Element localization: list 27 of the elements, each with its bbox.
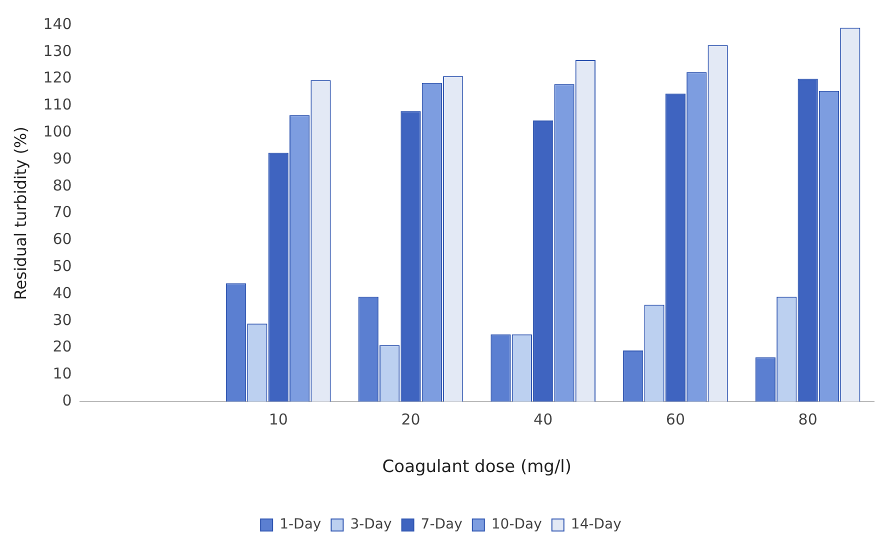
x-tick-label: 60: [666, 410, 686, 428]
y-axis-title: Residual turbidity (%): [10, 126, 30, 300]
x-tick-label: 80: [798, 410, 818, 428]
y-tick-label: 30: [52, 310, 72, 329]
x-tick-label: 10: [268, 410, 288, 428]
y-tick-label: 0: [62, 391, 72, 410]
y-tick-label: 50: [52, 256, 72, 275]
y-tick-label: 60: [52, 230, 72, 248]
legend-label: 7-Day: [420, 516, 462, 533]
legend-label: 3-Day: [350, 516, 392, 533]
x-tick-label: 40: [534, 410, 553, 428]
y-tick-label: 130: [43, 42, 72, 60]
y-tick-label: 90: [52, 149, 72, 168]
legend-label: 1-Day: [280, 516, 322, 533]
y-tick-label: 10: [52, 364, 72, 383]
y-tick-label: 40: [52, 284, 72, 302]
y-tick-label: 20: [52, 338, 72, 356]
x-axis-title: Coagulant dose (mg/l): [382, 457, 572, 478]
x-tick-label: 20: [401, 410, 420, 428]
y-tick-label: 120: [43, 68, 72, 87]
y-tick-label: 80: [52, 176, 72, 194]
y-tick-label: 140: [43, 14, 72, 33]
y-tick-label: 70: [52, 203, 72, 222]
legend-label: 10-Day: [491, 516, 542, 533]
y-tick-label: 100: [43, 122, 72, 140]
y-tick-label: 110: [43, 96, 72, 114]
legend-label: 14-Day: [570, 516, 622, 533]
